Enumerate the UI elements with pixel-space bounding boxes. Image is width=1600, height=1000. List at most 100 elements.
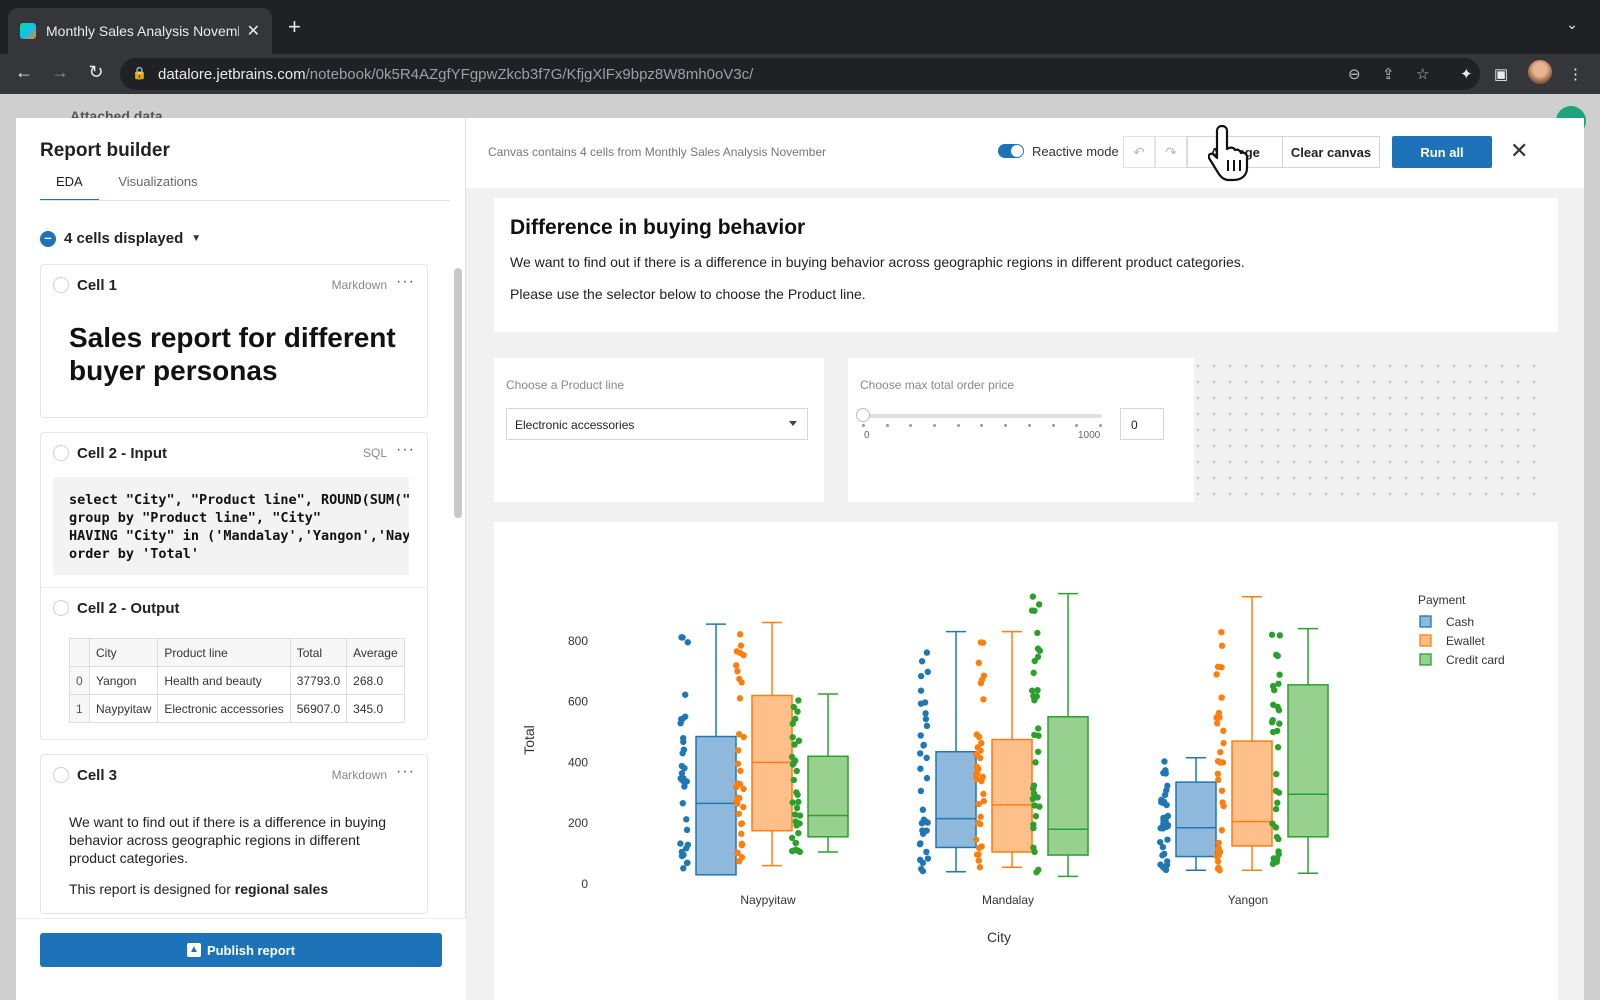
data-point (737, 642, 745, 649)
data-point (733, 662, 740, 669)
markdown-title: Difference in buying behavior (510, 216, 806, 239)
new-tab-icon[interactable]: + (288, 14, 301, 39)
data-point (792, 839, 800, 847)
cell-select-radio[interactable] (53, 600, 69, 616)
data-point (734, 800, 741, 807)
data-point (789, 761, 797, 768)
data-point (922, 715, 930, 723)
cell-card-3[interactable]: Cell 3 Markdown ··· We want to find out … (40, 754, 428, 914)
data-point (1275, 848, 1282, 855)
cell-select-radio[interactable] (53, 277, 69, 293)
data-point (1028, 607, 1036, 614)
product-line-select[interactable]: Electronic accessories (506, 408, 808, 440)
sidebar-scrollbar[interactable] (454, 268, 462, 518)
profile-avatar[interactable] (1528, 60, 1552, 84)
data-point (1276, 632, 1284, 639)
deselect-all-icon[interactable]: – (40, 230, 56, 247)
data-point (973, 731, 980, 738)
cell-title: Cell 1 (77, 277, 118, 294)
publish-report-button[interactable]: ▲ Publish report (40, 933, 442, 967)
forward-icon[interactable]: → (51, 62, 69, 82)
data-point (976, 820, 984, 828)
zoom-icon[interactable]: ⊖ (1348, 66, 1361, 83)
data-point (789, 799, 796, 806)
browser-tab[interactable]: Monthly Sales Analysis November ✕ (8, 8, 272, 54)
data-point (1030, 692, 1037, 700)
data-point (1036, 803, 1043, 810)
markdown-card[interactable]: Difference in buying behavior We want to… (494, 198, 1558, 332)
side-panel-icon[interactable]: ▣ (1494, 66, 1509, 83)
data-point (734, 849, 741, 857)
data-point (922, 710, 929, 717)
data-point (1269, 682, 1277, 690)
data-point (737, 820, 745, 828)
clear-canvas-button[interactable]: Clear canvas (1282, 136, 1380, 168)
cells-displayed-dropdown[interactable]: – 4 cells displayed ▼ (40, 230, 201, 247)
extensions-icon[interactable]: ✦ (1460, 66, 1473, 83)
more-options-icon[interactable]: ··· (396, 763, 415, 780)
data-point (919, 859, 927, 867)
cell-card-2[interactable]: Cell 2 - Input SQL ··· select "City", "P… (40, 432, 428, 740)
bookmark-star-icon[interactable]: ☆ (1416, 66, 1430, 83)
data-point (738, 854, 746, 861)
data-point (680, 775, 687, 782)
data-point (790, 776, 798, 784)
cell-select-radio[interactable] (53, 767, 69, 783)
tab-eda[interactable]: EDA (40, 170, 99, 201)
data-point (795, 829, 802, 837)
data-point (791, 741, 798, 748)
data-point (1213, 671, 1220, 678)
data-point (1215, 776, 1222, 784)
slider-ticks (862, 424, 1102, 427)
x-tick-label: Yangon (1228, 893, 1268, 907)
max-price-input[interactable]: 0 (1120, 408, 1164, 440)
more-options-icon[interactable]: ··· (396, 441, 415, 458)
slider-min-label: 0 (864, 430, 870, 441)
close-icon[interactable]: ✕ (1510, 138, 1529, 163)
run-all-button[interactable]: Run all (1392, 136, 1492, 168)
data-point (794, 708, 801, 715)
more-options-icon[interactable]: ··· (396, 273, 415, 290)
chevron-down-icon (789, 421, 797, 426)
address-bar[interactable]: 🔒 datalore.jetbrains.com/notebook/0k5R4A… (120, 58, 1480, 90)
menu-kebab-icon[interactable]: ⋮ (1568, 66, 1583, 83)
reload-icon[interactable]: ↻ (88, 62, 104, 82)
data-point (1218, 827, 1226, 834)
data-point (921, 699, 929, 706)
data-point (1030, 790, 1038, 797)
share-icon[interactable]: ⇪ (1382, 66, 1395, 83)
data-point (1214, 757, 1222, 765)
y-tick-label: 800 (568, 634, 588, 648)
data-point (1275, 789, 1283, 796)
data-point (1031, 731, 1038, 739)
table-cell: 0 (69, 666, 90, 695)
data-point (738, 679, 745, 686)
data-point (1164, 836, 1171, 843)
undo-icon[interactable]: ↶ (1123, 136, 1155, 168)
data-point (923, 722, 931, 730)
report-builder-dialog: Report builder EDA Visualizations – 4 ce… (16, 118, 1584, 1000)
slider-track[interactable] (862, 414, 1102, 418)
tab-visualizations[interactable]: Visualizations (118, 174, 198, 189)
table-cell: Yangon (88, 666, 159, 695)
reactive-mode-toggle[interactable] (998, 144, 1024, 158)
data-point (1158, 796, 1165, 804)
data-point (793, 767, 800, 775)
slider-thumb[interactable] (856, 408, 870, 422)
redo-icon[interactable]: ↷ (1155, 136, 1187, 168)
boxplot-chart-card[interactable]: 0 200 400 600 800 Naypyitaw Mandalay Yangon City… (494, 522, 1558, 1000)
cell-card-1[interactable]: Cell 1 Markdown ··· Sales report for dif… (40, 264, 428, 418)
back-icon[interactable]: ← (15, 62, 33, 82)
data-point (980, 696, 987, 703)
data-point (1035, 601, 1043, 608)
output-table: City Product line Total Average 0 Yangon… (69, 638, 405, 723)
data-point (795, 737, 803, 744)
data-point (1029, 593, 1037, 600)
data-point (678, 762, 686, 770)
cell-select-radio[interactable] (53, 445, 69, 461)
close-tab-icon[interactable]: ✕ (246, 23, 260, 40)
tab-search-chevron-icon[interactable]: ⌄ (1566, 16, 1578, 32)
product-line-control: Choose a Product line Electronic accesso… (494, 358, 824, 502)
legend-title: Payment (1418, 593, 1466, 607)
data-point (917, 672, 925, 680)
